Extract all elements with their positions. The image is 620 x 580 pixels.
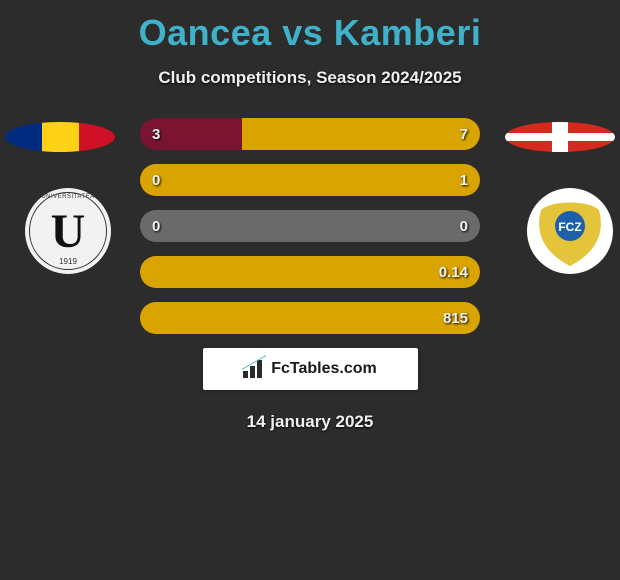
stat-bar: Matches37 xyxy=(140,118,480,150)
stat-bars: Matches37Goals01Hattricks00Goals per mat… xyxy=(140,118,480,334)
stat-bar: Min per goal815 xyxy=(140,302,480,334)
stat-bar-left-value: 3 xyxy=(152,126,160,143)
club-badge-left: UNIVERSITATEA U 1919 xyxy=(25,188,111,274)
stat-bar-right-value: 1 xyxy=(460,172,468,189)
stat-bar-right-value: 815 xyxy=(443,310,468,327)
flag-left-oval xyxy=(5,122,115,152)
bar-seg-right xyxy=(140,302,480,334)
stat-bar-left-value: 0 xyxy=(152,218,160,235)
flag-right-oval xyxy=(505,122,615,152)
flag-left-stripe-2 xyxy=(42,122,79,152)
badge-left-year: 1919 xyxy=(59,257,77,266)
comparison-panel: UNIVERSITATEA U 1919 FCZ Matches37Goals0… xyxy=(0,118,620,432)
stat-bar: Hattricks00 xyxy=(140,210,480,242)
stat-bar: Goals01 xyxy=(140,164,480,196)
watermark-text: FcTables.com xyxy=(271,360,377,378)
bar-seg-left xyxy=(140,210,310,242)
watermark-chart-icon xyxy=(243,360,265,378)
stat-bar-right-value: 7 xyxy=(460,126,468,143)
stat-bar-right-value: 0 xyxy=(460,218,468,235)
badge-right-shield-text: FCZ xyxy=(558,220,581,234)
flag-right-cross-h xyxy=(505,133,615,141)
badge-left-top-text: UNIVERSITATEA xyxy=(41,194,94,200)
bar-seg-right xyxy=(140,256,480,288)
bar-seg-right xyxy=(140,164,480,196)
watermark-badge[interactable]: FcTables.com xyxy=(203,348,418,390)
stat-bar-left-value: 0 xyxy=(152,172,160,189)
date-label: 14 january 2025 xyxy=(0,412,620,432)
bar-seg-right xyxy=(310,210,480,242)
page-title: Oancea vs Kamberi xyxy=(0,0,620,54)
stat-bar-right-value: 0.14 xyxy=(439,264,468,281)
club-badge-right: FCZ xyxy=(527,188,613,274)
stat-bar: Goals per match0.14 xyxy=(140,256,480,288)
flag-left-stripe-3 xyxy=(79,122,115,152)
subtitle: Club competitions, Season 2024/2025 xyxy=(0,68,620,88)
flag-left-stripe-1 xyxy=(5,122,42,152)
bar-seg-right xyxy=(242,118,480,150)
